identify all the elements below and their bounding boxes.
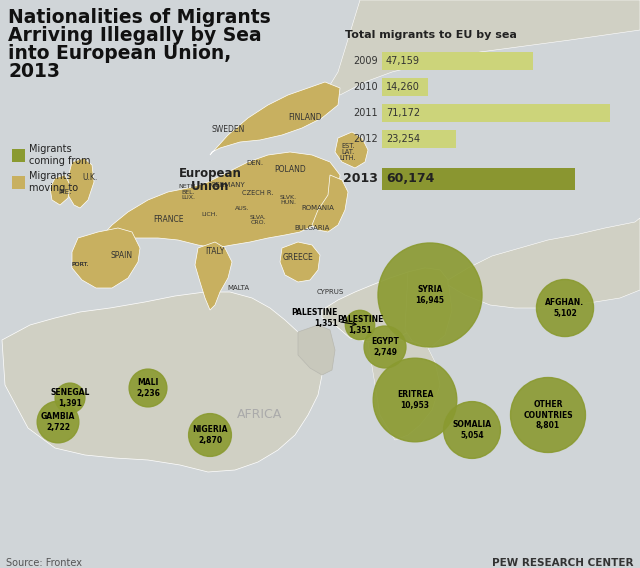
Circle shape xyxy=(378,243,482,347)
Text: AFRICA: AFRICA xyxy=(237,408,283,421)
Text: CZECH R.: CZECH R. xyxy=(243,190,274,196)
Text: Migrants
coming from: Migrants coming from xyxy=(29,144,90,166)
Text: PORT.: PORT. xyxy=(71,262,89,268)
Text: 2010: 2010 xyxy=(353,82,378,92)
Polygon shape xyxy=(298,325,335,375)
Polygon shape xyxy=(195,242,232,310)
Polygon shape xyxy=(50,175,70,205)
Text: 60,174: 60,174 xyxy=(386,173,435,186)
Text: SLVA.
CRO.: SLVA. CRO. xyxy=(250,215,266,225)
Text: 2013: 2013 xyxy=(8,62,60,81)
Bar xyxy=(382,130,456,148)
Text: NIGERIA
2,870: NIGERIA 2,870 xyxy=(192,425,228,445)
Text: LICH.: LICH. xyxy=(202,212,218,218)
Text: GAMBIA
2,722: GAMBIA 2,722 xyxy=(41,412,75,432)
Bar xyxy=(382,104,610,122)
Polygon shape xyxy=(72,228,140,288)
Polygon shape xyxy=(368,340,440,440)
Circle shape xyxy=(364,326,406,368)
Text: ITALY: ITALY xyxy=(205,248,225,257)
Text: GREECE: GREECE xyxy=(283,253,314,262)
Text: SLVK.
HUN.: SLVK. HUN. xyxy=(280,195,296,205)
Polygon shape xyxy=(210,82,340,155)
Circle shape xyxy=(444,402,500,458)
Circle shape xyxy=(373,358,457,442)
Text: 2013: 2013 xyxy=(343,173,378,186)
Text: ERITREA
10,953: ERITREA 10,953 xyxy=(397,390,433,410)
Text: SYRIA
16,945: SYRIA 16,945 xyxy=(415,285,445,304)
Text: PALESTINE
1,351: PALESTINE 1,351 xyxy=(292,308,356,328)
Polygon shape xyxy=(100,152,340,248)
Text: European
Union: European Union xyxy=(179,166,241,194)
Bar xyxy=(382,52,533,70)
Text: EST.
LAT.
LITH.: EST. LAT. LITH. xyxy=(340,143,356,161)
Text: OTHER
COUNTRIES
8,801: OTHER COUNTRIES 8,801 xyxy=(523,400,573,430)
Polygon shape xyxy=(68,158,94,208)
Text: 2012: 2012 xyxy=(353,134,378,144)
Text: MALTA: MALTA xyxy=(227,285,249,291)
Text: SENEGAL
1,391: SENEGAL 1,391 xyxy=(51,389,90,408)
Text: AFGHAN.
5,102: AFGHAN. 5,102 xyxy=(545,298,584,318)
Bar xyxy=(382,168,575,190)
Text: Arriving Illegally by Sea: Arriving Illegally by Sea xyxy=(8,26,262,45)
Text: CYPRUS: CYPRUS xyxy=(316,289,344,295)
Text: EGYPT
2,749: EGYPT 2,749 xyxy=(371,337,399,357)
Circle shape xyxy=(511,378,586,453)
Text: 2011: 2011 xyxy=(353,108,378,118)
Text: Total migrants to EU by sea: Total migrants to EU by sea xyxy=(345,30,517,40)
Text: POLAND: POLAND xyxy=(274,165,306,174)
Text: SOMALIA
5,054: SOMALIA 5,054 xyxy=(452,420,492,440)
Bar xyxy=(12,149,25,162)
Text: ROMANIA: ROMANIA xyxy=(301,205,335,211)
Text: BULGARIA: BULGARIA xyxy=(294,225,330,231)
Circle shape xyxy=(37,401,79,443)
Text: Migrants
moving to: Migrants moving to xyxy=(29,171,78,193)
Text: 2009: 2009 xyxy=(353,56,378,66)
Polygon shape xyxy=(322,268,448,342)
Polygon shape xyxy=(312,175,348,232)
Polygon shape xyxy=(405,268,452,348)
Text: PORT.: PORT. xyxy=(71,262,89,268)
Text: FINLAND: FINLAND xyxy=(288,114,322,123)
Text: MALI
2,236: MALI 2,236 xyxy=(136,378,160,398)
Text: U.K.: U.K. xyxy=(83,173,98,182)
Text: AUS.: AUS. xyxy=(235,206,250,211)
Text: GERMANY: GERMANY xyxy=(211,182,245,188)
Bar xyxy=(12,176,25,189)
Text: Source: Frontex: Source: Frontex xyxy=(6,558,82,568)
Circle shape xyxy=(129,369,167,407)
Text: PALESTINE
1,351: PALESTINE 1,351 xyxy=(337,315,383,335)
Text: 47,159: 47,159 xyxy=(386,56,420,66)
Polygon shape xyxy=(448,218,640,308)
Text: into European Union,: into European Union, xyxy=(8,44,231,63)
Polygon shape xyxy=(335,132,368,168)
Text: DEN.: DEN. xyxy=(246,160,264,166)
Circle shape xyxy=(346,310,374,340)
Text: 23,254: 23,254 xyxy=(386,134,420,144)
Circle shape xyxy=(189,414,232,457)
Polygon shape xyxy=(330,0,640,95)
Polygon shape xyxy=(280,242,320,282)
Text: 71,172: 71,172 xyxy=(386,108,420,118)
Text: FRANCE: FRANCE xyxy=(153,215,183,224)
Text: 14,260: 14,260 xyxy=(386,82,420,92)
Text: Nationalities of Migrants: Nationalities of Migrants xyxy=(8,8,271,27)
Circle shape xyxy=(55,383,85,413)
Text: PEW RESEARCH CENTER: PEW RESEARCH CENTER xyxy=(493,558,634,568)
Text: NETH.
BEL.
LUX.: NETH. BEL. LUX. xyxy=(179,184,198,200)
Bar xyxy=(382,78,428,96)
Text: SPAIN: SPAIN xyxy=(111,250,133,260)
Text: SWEDEN: SWEDEN xyxy=(211,126,244,135)
Text: IRE.: IRE. xyxy=(58,189,72,195)
Circle shape xyxy=(536,279,593,336)
Polygon shape xyxy=(2,292,322,472)
